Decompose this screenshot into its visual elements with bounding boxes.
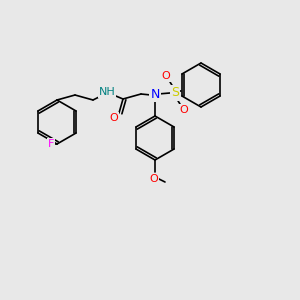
Text: N: N xyxy=(150,88,160,100)
Text: O: O xyxy=(150,174,158,184)
Text: O: O xyxy=(180,105,188,115)
Text: NH: NH xyxy=(99,87,116,97)
Text: S: S xyxy=(171,86,179,100)
Text: O: O xyxy=(110,113,118,123)
Text: O: O xyxy=(162,71,170,81)
Text: F: F xyxy=(48,139,54,149)
